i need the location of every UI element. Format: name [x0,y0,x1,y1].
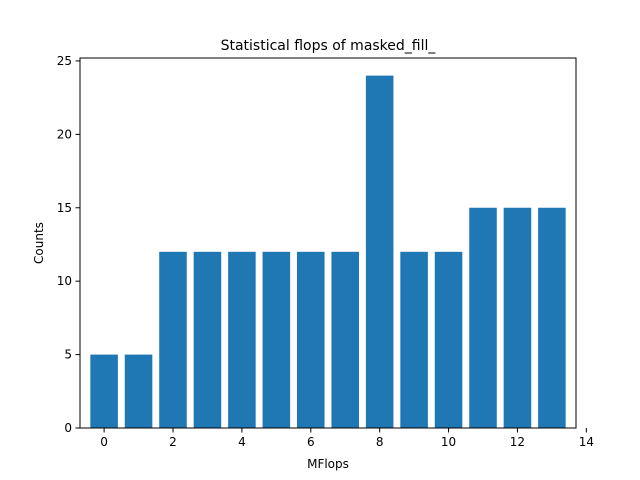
y-tick-label: 25 [57,54,72,68]
bar-3 [193,251,222,428]
y-tick-label: 0 [64,421,72,435]
bar-10 [434,251,463,428]
x-tick-label: 8 [376,435,384,449]
x-tick-label: 10 [441,435,456,449]
x-tick-label: 2 [169,435,177,449]
bar-8 [365,75,394,428]
plot-area [80,58,576,428]
y-tick-label: 5 [64,348,72,362]
x-axis-label: MFlops [307,457,349,471]
x-tick-label: 4 [238,435,246,449]
y-axis-label: Counts [32,222,46,264]
x-axis-ticks: 0 2 4 6 8 10 12 14 [100,428,594,449]
bar-1 [124,354,153,428]
chart-title: Statistical flops of masked_fill_ [221,38,437,54]
bar-0 [90,354,118,428]
y-axis-ticks: 0 5 10 15 20 25 [57,54,80,435]
bar-2 [159,251,187,428]
bars-group [90,75,566,428]
bar-11 [469,207,497,428]
bar-12 [503,207,532,428]
x-tick-label: 6 [307,435,315,449]
bar-7 [331,251,359,428]
y-tick-label: 15 [57,201,72,215]
x-tick-label: 0 [100,435,108,449]
bar-4 [228,251,256,428]
bar-13 [538,207,566,428]
bar-9 [400,251,428,428]
x-tick-label: 14 [579,435,594,449]
y-tick-label: 10 [57,274,72,288]
plot-frame [79,57,577,429]
bar-5 [262,251,291,428]
y-tick-label: 20 [57,127,72,141]
x-tick-label: 12 [510,435,525,449]
bar-6 [297,251,325,428]
